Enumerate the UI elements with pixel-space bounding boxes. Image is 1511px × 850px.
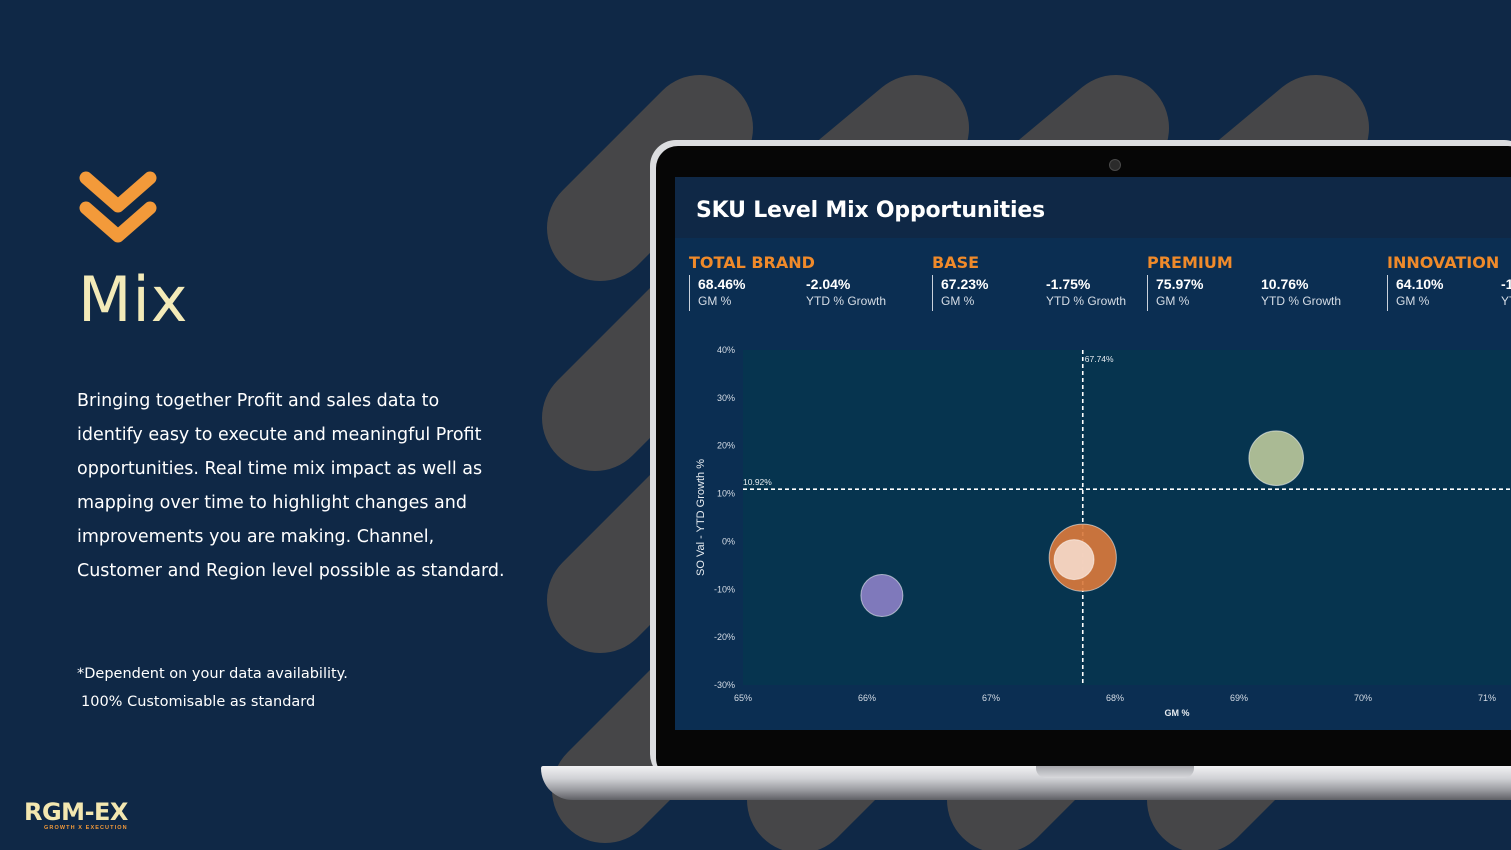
kpi-gm-label: GM % bbox=[1156, 294, 1190, 308]
kpi-innovation[interactable]: INNOVATION 64.10% GM % -1 YT bbox=[1387, 253, 1511, 311]
kpi-gm: 75.97% GM % bbox=[1156, 275, 1203, 310]
kpi-growth-value: -2.04% bbox=[806, 276, 851, 292]
note-line-1: *Dependent on your data availability. bbox=[77, 666, 348, 682]
kpi-growth-label: YTD % Growth bbox=[1261, 294, 1342, 308]
x-tick-label: 66% bbox=[858, 693, 876, 703]
x-tick-label: 67% bbox=[982, 693, 1000, 703]
kpi-gm: 67.23% GM % bbox=[941, 275, 988, 310]
y-tick-label: 40% bbox=[717, 345, 735, 355]
kpi-values: 64.10% GM % -1 YT bbox=[1387, 275, 1511, 311]
kpi-gm-label: GM % bbox=[1396, 294, 1430, 308]
data-bubble bbox=[1053, 539, 1095, 581]
kpi-gm-label: GM % bbox=[941, 294, 975, 308]
kpi-growth-label: YTD % Growth bbox=[1046, 294, 1127, 308]
slide-title: Mix bbox=[78, 263, 189, 336]
kpi-gm-value: 75.97% bbox=[1156, 276, 1204, 292]
slide-description: Bringing together Profit and sales data … bbox=[77, 391, 505, 581]
kpi-growth-value: 10.76% bbox=[1261, 276, 1309, 292]
company-logo: RGM-EX GROWTH X EXECUTION bbox=[24, 799, 128, 832]
kpi-growth: -1 YT bbox=[1501, 275, 1511, 310]
kpi-label: BASE bbox=[932, 253, 980, 272]
dashboard-screen: SKU Level Mix Opportunities TOTAL BRAND … bbox=[675, 177, 1511, 730]
dashboard-header: SKU Level Mix Opportunities bbox=[675, 177, 1511, 238]
kpi-growth: 10.76% YTD % Growth bbox=[1261, 275, 1341, 310]
kpi-growth-value: -1 bbox=[1501, 276, 1511, 292]
data-bubble bbox=[860, 574, 904, 618]
logo-tagline: GROWTH X EXECUTION bbox=[44, 825, 128, 831]
kpi-growth: -2.04% YTD % Growth bbox=[806, 275, 886, 310]
kpi-growth-value: -1.75% bbox=[1046, 276, 1091, 292]
y-tick-label: -30% bbox=[714, 680, 735, 690]
kpi-gm: 68.46% GM % bbox=[698, 275, 745, 310]
kpi-values: 68.46% GM % -2.04% YTD % Growth bbox=[689, 275, 930, 311]
kpi-label: INNOVATION bbox=[1387, 253, 1500, 272]
laptop-notch bbox=[1036, 766, 1194, 778]
kpi-gm-value: 64.10% bbox=[1396, 276, 1444, 292]
kpi-gm: 64.10% GM % bbox=[1396, 275, 1443, 310]
kpi-label: TOTAL BRAND bbox=[689, 253, 815, 272]
slide-note: *Dependent on your data availability. 10… bbox=[77, 660, 348, 716]
kpi-growth-label: YT bbox=[1501, 294, 1511, 308]
data-bubble bbox=[1248, 430, 1305, 486]
y-axis-label: SO Val - YTD Growth % bbox=[695, 459, 707, 576]
kpi-base[interactable]: BASE 67.23% GM % -1.75% YTD % Growth bbox=[932, 253, 1173, 311]
laptop-base bbox=[541, 766, 1511, 800]
y-tick-label: 20% bbox=[717, 441, 735, 451]
kpi-gm-value: 67.23% bbox=[941, 276, 989, 292]
y-tick-label: -20% bbox=[714, 632, 735, 642]
kpi-growth-label: YTD % Growth bbox=[806, 294, 887, 308]
kpi-premium[interactable]: PREMIUM 75.97% GM % 10.76% YTD % Growth bbox=[1147, 253, 1388, 311]
kpi-total-brand[interactable]: TOTAL BRAND 68.46% GM % -2.04% YTD % Gro… bbox=[689, 253, 930, 311]
kpi-gm-label: GM % bbox=[698, 294, 732, 308]
y-tick-label: 0% bbox=[722, 536, 735, 546]
x-tick-label: 70% bbox=[1354, 693, 1372, 703]
reference-label-y: 10.92% bbox=[743, 477, 772, 487]
kpi-values: 75.97% GM % 10.76% YTD % Growth bbox=[1147, 275, 1388, 311]
plot-area bbox=[743, 350, 1511, 685]
x-tick-label: 71% bbox=[1478, 693, 1496, 703]
y-tick-label: -10% bbox=[714, 584, 735, 594]
double-chevron-down-icon bbox=[79, 171, 157, 243]
kpi-growth: -1.75% YTD % Growth bbox=[1046, 275, 1126, 310]
y-tick-label: 30% bbox=[717, 393, 735, 403]
y-tick-label: 10% bbox=[717, 489, 735, 499]
x-tick-label: 69% bbox=[1230, 693, 1248, 703]
kpi-label: PREMIUM bbox=[1147, 253, 1233, 272]
reference-label-x: 67.74% bbox=[1085, 354, 1114, 364]
note-line-2: 100% Customisable as standard bbox=[81, 694, 316, 710]
kpi-gm-value: 68.46% bbox=[698, 276, 746, 292]
webcam-icon bbox=[1109, 159, 1121, 171]
bubble-chart[interactable]: 40% 30% 20% 10% 0% -10% -20% -30% 65% 66% 67% 68% 69… bbox=[675, 342, 1511, 730]
x-tick-label: 68% bbox=[1106, 693, 1124, 703]
kpi-values: 67.23% GM % -1.75% YTD % Growth bbox=[932, 275, 1173, 311]
x-tick-label: 65% bbox=[734, 693, 752, 703]
x-axis-label: GM % bbox=[1164, 708, 1189, 718]
dashboard-title: SKU Level Mix Opportunities bbox=[696, 198, 1045, 223]
logo-text: RGM-EX bbox=[24, 798, 128, 826]
